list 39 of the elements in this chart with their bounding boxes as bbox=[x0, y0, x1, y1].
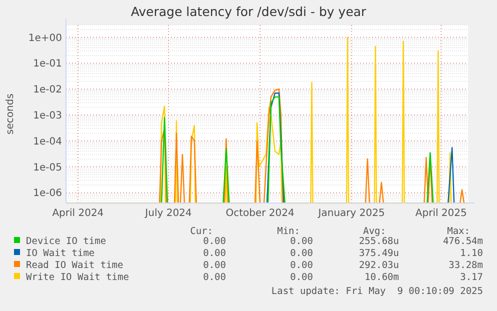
text: 0.00 bbox=[290, 236, 314, 247]
x-tick-label: April 2025 bbox=[415, 208, 467, 219]
text: 0.00 bbox=[290, 248, 314, 259]
text: 476.54m bbox=[442, 236, 484, 247]
x-tick-label: July 2024 bbox=[144, 208, 192, 219]
x-tick-label: April 2024 bbox=[52, 208, 104, 219]
text: 3.17 bbox=[460, 272, 483, 283]
text: 0.00 bbox=[203, 272, 226, 283]
text: Avg: bbox=[363, 226, 386, 237]
x-tick-label: January 2025 bbox=[317, 208, 385, 219]
text: 0.00 bbox=[290, 260, 314, 271]
legend-label: Device IO time bbox=[26, 236, 106, 247]
text: 33.28m bbox=[448, 260, 484, 271]
text: 10.60m bbox=[364, 272, 400, 283]
y-tick-label: 1e-05 bbox=[33, 162, 62, 174]
y-tick-label: 1e-03 bbox=[33, 110, 62, 122]
y-tick-label: 1e-04 bbox=[33, 136, 62, 148]
y-tick-label: 1e+00 bbox=[28, 32, 62, 44]
y-tick-label: 1e-02 bbox=[33, 84, 62, 96]
chart-title: Average latency for /dev/sdi - by year bbox=[130, 4, 368, 19]
text: Cur: bbox=[190, 226, 213, 237]
text: 1.10 bbox=[460, 248, 484, 259]
text: 0.00 bbox=[290, 272, 314, 283]
y-tick-label: 1e-01 bbox=[33, 58, 62, 70]
text: 0.00 bbox=[203, 236, 226, 247]
text: 0.00 bbox=[203, 248, 226, 259]
legend-label: IO Wait time bbox=[26, 248, 95, 259]
legend-label: Write IO Wait time bbox=[26, 272, 130, 283]
text: Min: bbox=[277, 226, 300, 237]
y-tick-label: 1e-06 bbox=[33, 188, 62, 200]
text: Last update: Fri May 9 00:10:09 2025 bbox=[271, 286, 483, 297]
text: 255.68u bbox=[358, 236, 399, 247]
y-axis-title: seconds bbox=[5, 94, 16, 134]
text: 292.03u bbox=[358, 260, 399, 271]
text: 375.49u bbox=[358, 248, 399, 259]
x-tick-label: October 2024 bbox=[226, 208, 294, 219]
text: Max: bbox=[447, 226, 470, 237]
text: 0.00 bbox=[203, 260, 226, 271]
legend-label: Read IO Wait time bbox=[26, 260, 124, 271]
